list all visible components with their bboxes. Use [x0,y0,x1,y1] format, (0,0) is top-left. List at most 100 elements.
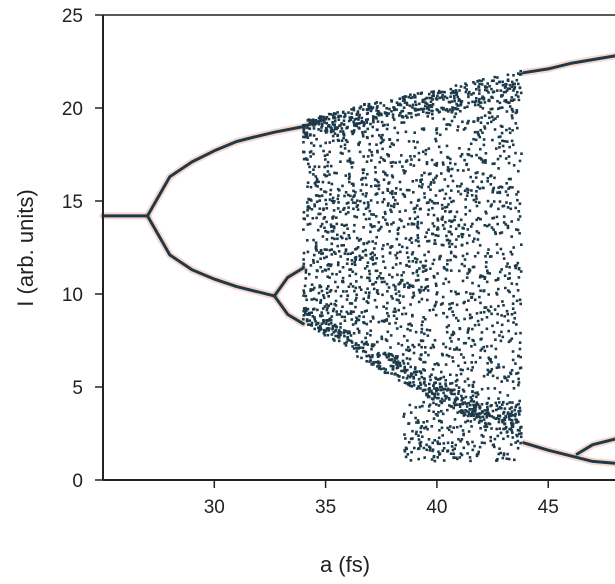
chaos-bottom-point [430,425,434,428]
chaos-point [477,79,481,82]
chaos-point [473,101,477,104]
chaos-bottom-point [432,410,435,414]
chaos-point [419,371,423,375]
chaos-bottom-point [449,425,452,428]
chaos-point [391,192,394,196]
chaos-bottom-point [484,421,487,425]
chaos-point [497,207,500,211]
chaos-point [483,224,487,227]
chaos-bottom-point [495,427,498,431]
chaos-point [311,120,314,123]
chaos-point [407,112,411,115]
chaos-point [492,330,496,334]
chaos-point [384,218,387,222]
chaos-point [321,270,324,273]
chaos-point [511,129,514,132]
chaos-point [302,265,305,268]
chaos-bottom-point [513,408,516,412]
chaos-point [379,277,383,280]
chaos-point [309,133,312,136]
chaos-point [509,207,513,211]
chaos-point [486,409,489,412]
chaos-point [448,307,451,311]
chaos-point [480,83,484,86]
chaos-point [359,346,362,349]
chaos-point [389,245,393,248]
chaos-point [376,360,380,363]
chaos-bottom-point [484,428,487,432]
chaos-point [478,187,481,190]
chaos-point [389,334,393,337]
chaos-point [485,212,488,215]
chaos-point [490,344,493,348]
chaos-point [458,99,461,102]
chaos-point [304,157,308,160]
chaos-point [386,123,389,127]
chaos-point [385,222,389,225]
chaos-point [404,130,408,134]
chaos-point [492,90,496,93]
chaos-point [314,241,318,244]
chaos-point [353,256,357,260]
chaos-point [440,217,443,221]
chaos-point [383,159,386,162]
chaos-point [335,310,338,313]
chaos-point [423,360,427,364]
chaos-point [421,339,425,343]
chaos-point [375,101,379,104]
chaos-point [483,114,487,117]
chaos-point [515,323,518,326]
chaos-point [399,262,402,265]
chaos-point [309,185,313,189]
chaos-point [468,316,472,320]
chaos-point [425,102,429,106]
chaos-point [379,272,382,275]
chaos-point [388,107,391,111]
chaos-bottom-point [419,426,423,430]
chaos-point [479,128,482,132]
chaos-bottom-point [425,448,428,452]
chaos-point [357,344,360,347]
chaos-point [327,112,331,116]
chaos-point [330,230,333,233]
chaos-point [425,107,429,110]
chaos-point [412,191,415,194]
chaos-point [372,119,375,122]
chaos-point [417,377,421,381]
chaos-point [395,237,399,241]
chaos-point [398,301,402,304]
chaos-point [324,198,327,202]
chaos-point [407,140,411,143]
chaos-point [339,235,343,238]
chaos-point [476,403,480,406]
chaos-point [401,312,404,316]
chaos-point [428,92,431,96]
chaos-point [399,325,403,328]
chaos-point [433,339,437,342]
chaos-point [330,130,333,133]
chaos-bottom-point [480,441,484,444]
chaos-point [410,252,414,256]
chaos-point [336,111,339,114]
chaos-point [347,201,350,205]
chaos-point [397,290,401,293]
chaos-point [405,382,408,385]
chaos-point [507,155,511,158]
chaos-point [493,308,497,311]
chaos-point [479,121,483,124]
chaos-point [429,378,432,382]
chaos-point [511,110,515,113]
chaos-point [461,279,465,283]
chaos-point [343,329,346,332]
chaos-point [371,283,374,286]
chaos-point [315,177,319,181]
chaos-point [486,373,489,376]
chaos-point [371,134,374,138]
chaos-point [309,198,312,201]
chaos-point [422,266,425,269]
chaos-point [334,299,338,303]
chaos-point [303,217,306,221]
chaos-point [320,311,323,314]
chaos-point [442,266,446,269]
chaos-point [396,273,399,277]
